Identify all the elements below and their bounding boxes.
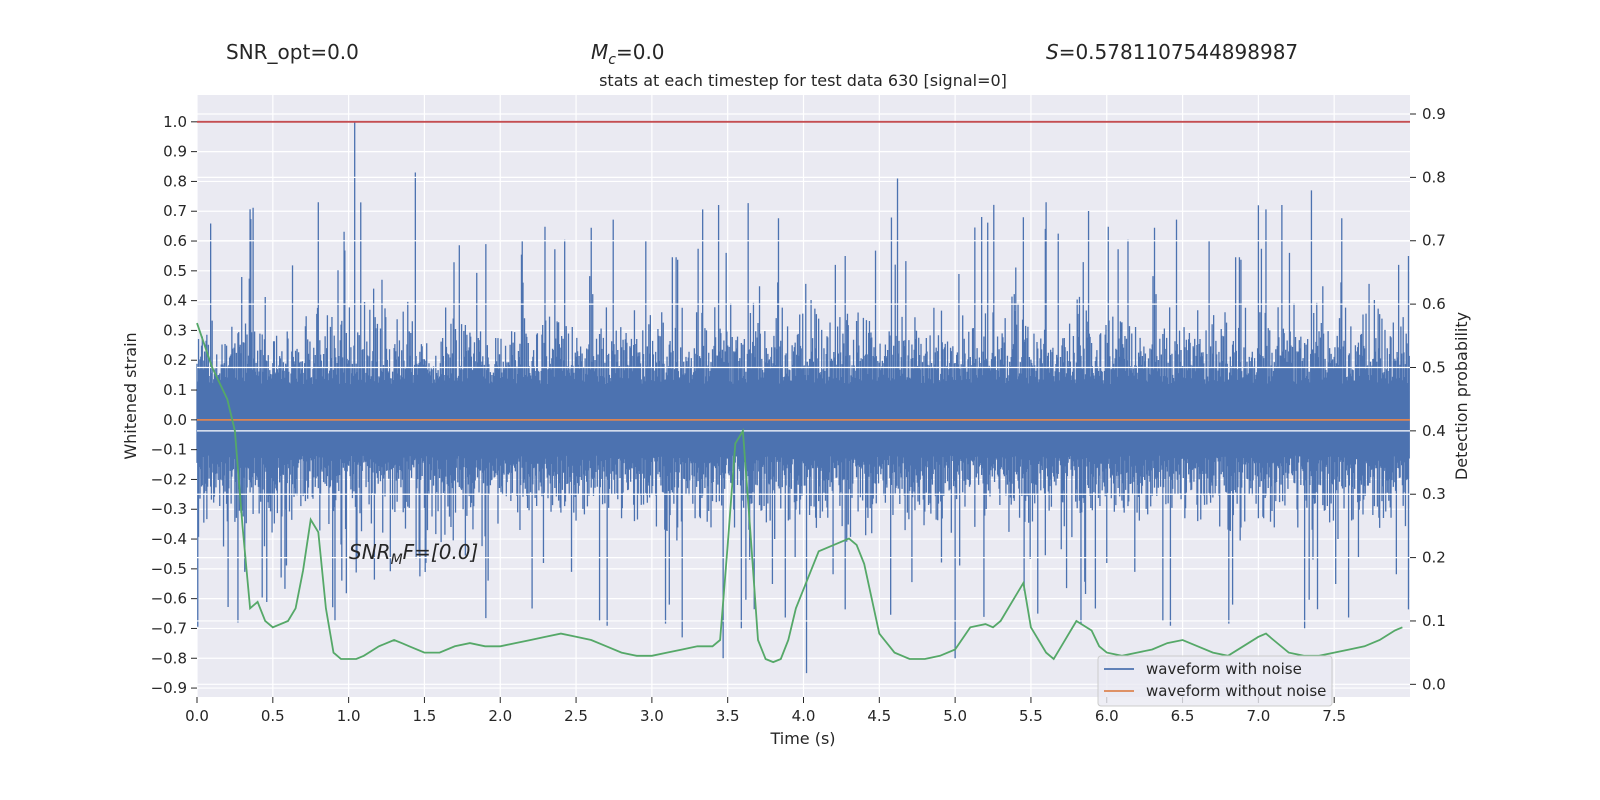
y-axis-ticks: 1.0 0.9 0.8 0.7 0.6 0.5 0.4 0.3 0.2 0.1 0.0 −0.1 −0.…	[151, 113, 197, 697]
y-tick-label: 0.2	[163, 351, 187, 369]
s-statistic-value: =0.5781107544898987	[1059, 40, 1298, 64]
y-tick-label: −0.8	[151, 649, 187, 667]
y-tick-label: 0.4	[163, 292, 187, 310]
x-tick-label: 4.5	[867, 707, 891, 725]
x-tick-label: 0.5	[261, 707, 285, 725]
s-statistic-label: S=0.5781107544898987	[1046, 40, 1298, 64]
series-detection-probability	[196, 322, 1403, 664]
snr-mf-annotation: SNRMF=[0.0]	[349, 540, 478, 568]
x-tick-label: 2.0	[488, 707, 512, 725]
right-tick-label: 0.7	[1422, 232, 1446, 250]
right-tick-label: 0.0	[1422, 675, 1446, 693]
y-tick-label: 0.3	[163, 321, 187, 339]
legend-label-noise: waveform with noise	[1146, 660, 1302, 678]
x-tick-label: 7.0	[1246, 707, 1270, 725]
y-tick-label: 0.7	[163, 202, 187, 220]
y-tick-label: 0.0	[163, 411, 187, 429]
y-tick-label: 1.0	[163, 113, 187, 131]
x-tick-label: 6.5	[1171, 707, 1195, 725]
snr-opt-label: SNR_opt=0.0	[226, 40, 359, 64]
y-axis-label: Whitened strain	[121, 332, 140, 459]
x-tick-label: 6.0	[1095, 707, 1119, 725]
x-axis-ticks: 0.0 0.5 1.0 1.5 2.0 2.5 3.0 3.5 4.0 4.5 5.0 5.5 6.0 6…	[185, 697, 1346, 725]
chirp-mass-symbol: M	[591, 40, 608, 64]
x-tick-label: 1.0	[337, 707, 361, 725]
y-tick-label: −0.6	[151, 590, 187, 608]
y-tick-label: 0.1	[163, 381, 187, 399]
legend-label-clean: waveform without noise	[1146, 682, 1326, 700]
right-tick-label: 0.3	[1422, 485, 1446, 503]
y-tick-label: 0.9	[163, 143, 187, 161]
chirp-mass-subscript: c	[608, 52, 616, 68]
s-statistic-symbol: S	[1046, 40, 1059, 64]
x-tick-label: 2.5	[564, 707, 588, 725]
x-tick-label: 5.0	[943, 707, 967, 725]
snr-mf-value: F=[0.0]	[403, 540, 479, 564]
chart-title: stats at each timestep for test data 630…	[599, 71, 1007, 90]
y-tick-label: −0.1	[151, 441, 187, 459]
y-tick-label: −0.4	[151, 530, 187, 548]
y-tick-label: −0.9	[151, 679, 187, 697]
snr-mf-subscript: M	[391, 552, 403, 568]
y-tick-label: −0.3	[151, 500, 187, 518]
x-tick-label: 3.5	[716, 707, 740, 725]
y-tick-label: 0.8	[163, 172, 187, 190]
right-y-axis-label: Detection probability	[1452, 312, 1471, 480]
right-tick-label: 0.4	[1422, 422, 1446, 440]
right-tick-label: 0.5	[1422, 358, 1446, 376]
x-tick-label: 3.0	[640, 707, 664, 725]
chirp-mass-value: =0.0	[616, 40, 665, 64]
x-tick-label: 7.5	[1322, 707, 1346, 725]
y-tick-label: −0.5	[151, 560, 187, 578]
snr-mf-base: SNR	[349, 540, 391, 564]
x-tick-label: 4.0	[792, 707, 816, 725]
y-tick-label: −0.2	[151, 470, 187, 488]
right-tick-label: 0.8	[1422, 168, 1446, 186]
x-axis-label: Time (s)	[769, 729, 835, 748]
right-axis-grid	[197, 113, 1410, 685]
right-axis-ticks: 0.9 0.8 0.7 0.6 0.5 0.4 0.3 0.2 0.1 0.0	[1410, 105, 1446, 693]
y-tick-label: 0.6	[163, 232, 187, 250]
right-tick-label: 0.2	[1422, 549, 1446, 567]
right-tick-label: 0.9	[1422, 105, 1446, 123]
y-tick-label: 0.5	[163, 262, 187, 280]
legend: waveform with noise waveform without noi…	[1097, 655, 1333, 707]
x-tick-label: 5.5	[1019, 707, 1043, 725]
right-tick-label: 0.6	[1422, 295, 1446, 313]
legend-box	[1097, 655, 1333, 707]
right-tick-label: 0.1	[1422, 612, 1446, 630]
x-tick-label: 0.0	[185, 707, 209, 725]
chirp-mass-label: Mc=0.0	[591, 40, 665, 68]
x-tick-label: 1.5	[413, 707, 437, 725]
y-tick-label: −0.7	[151, 619, 187, 637]
